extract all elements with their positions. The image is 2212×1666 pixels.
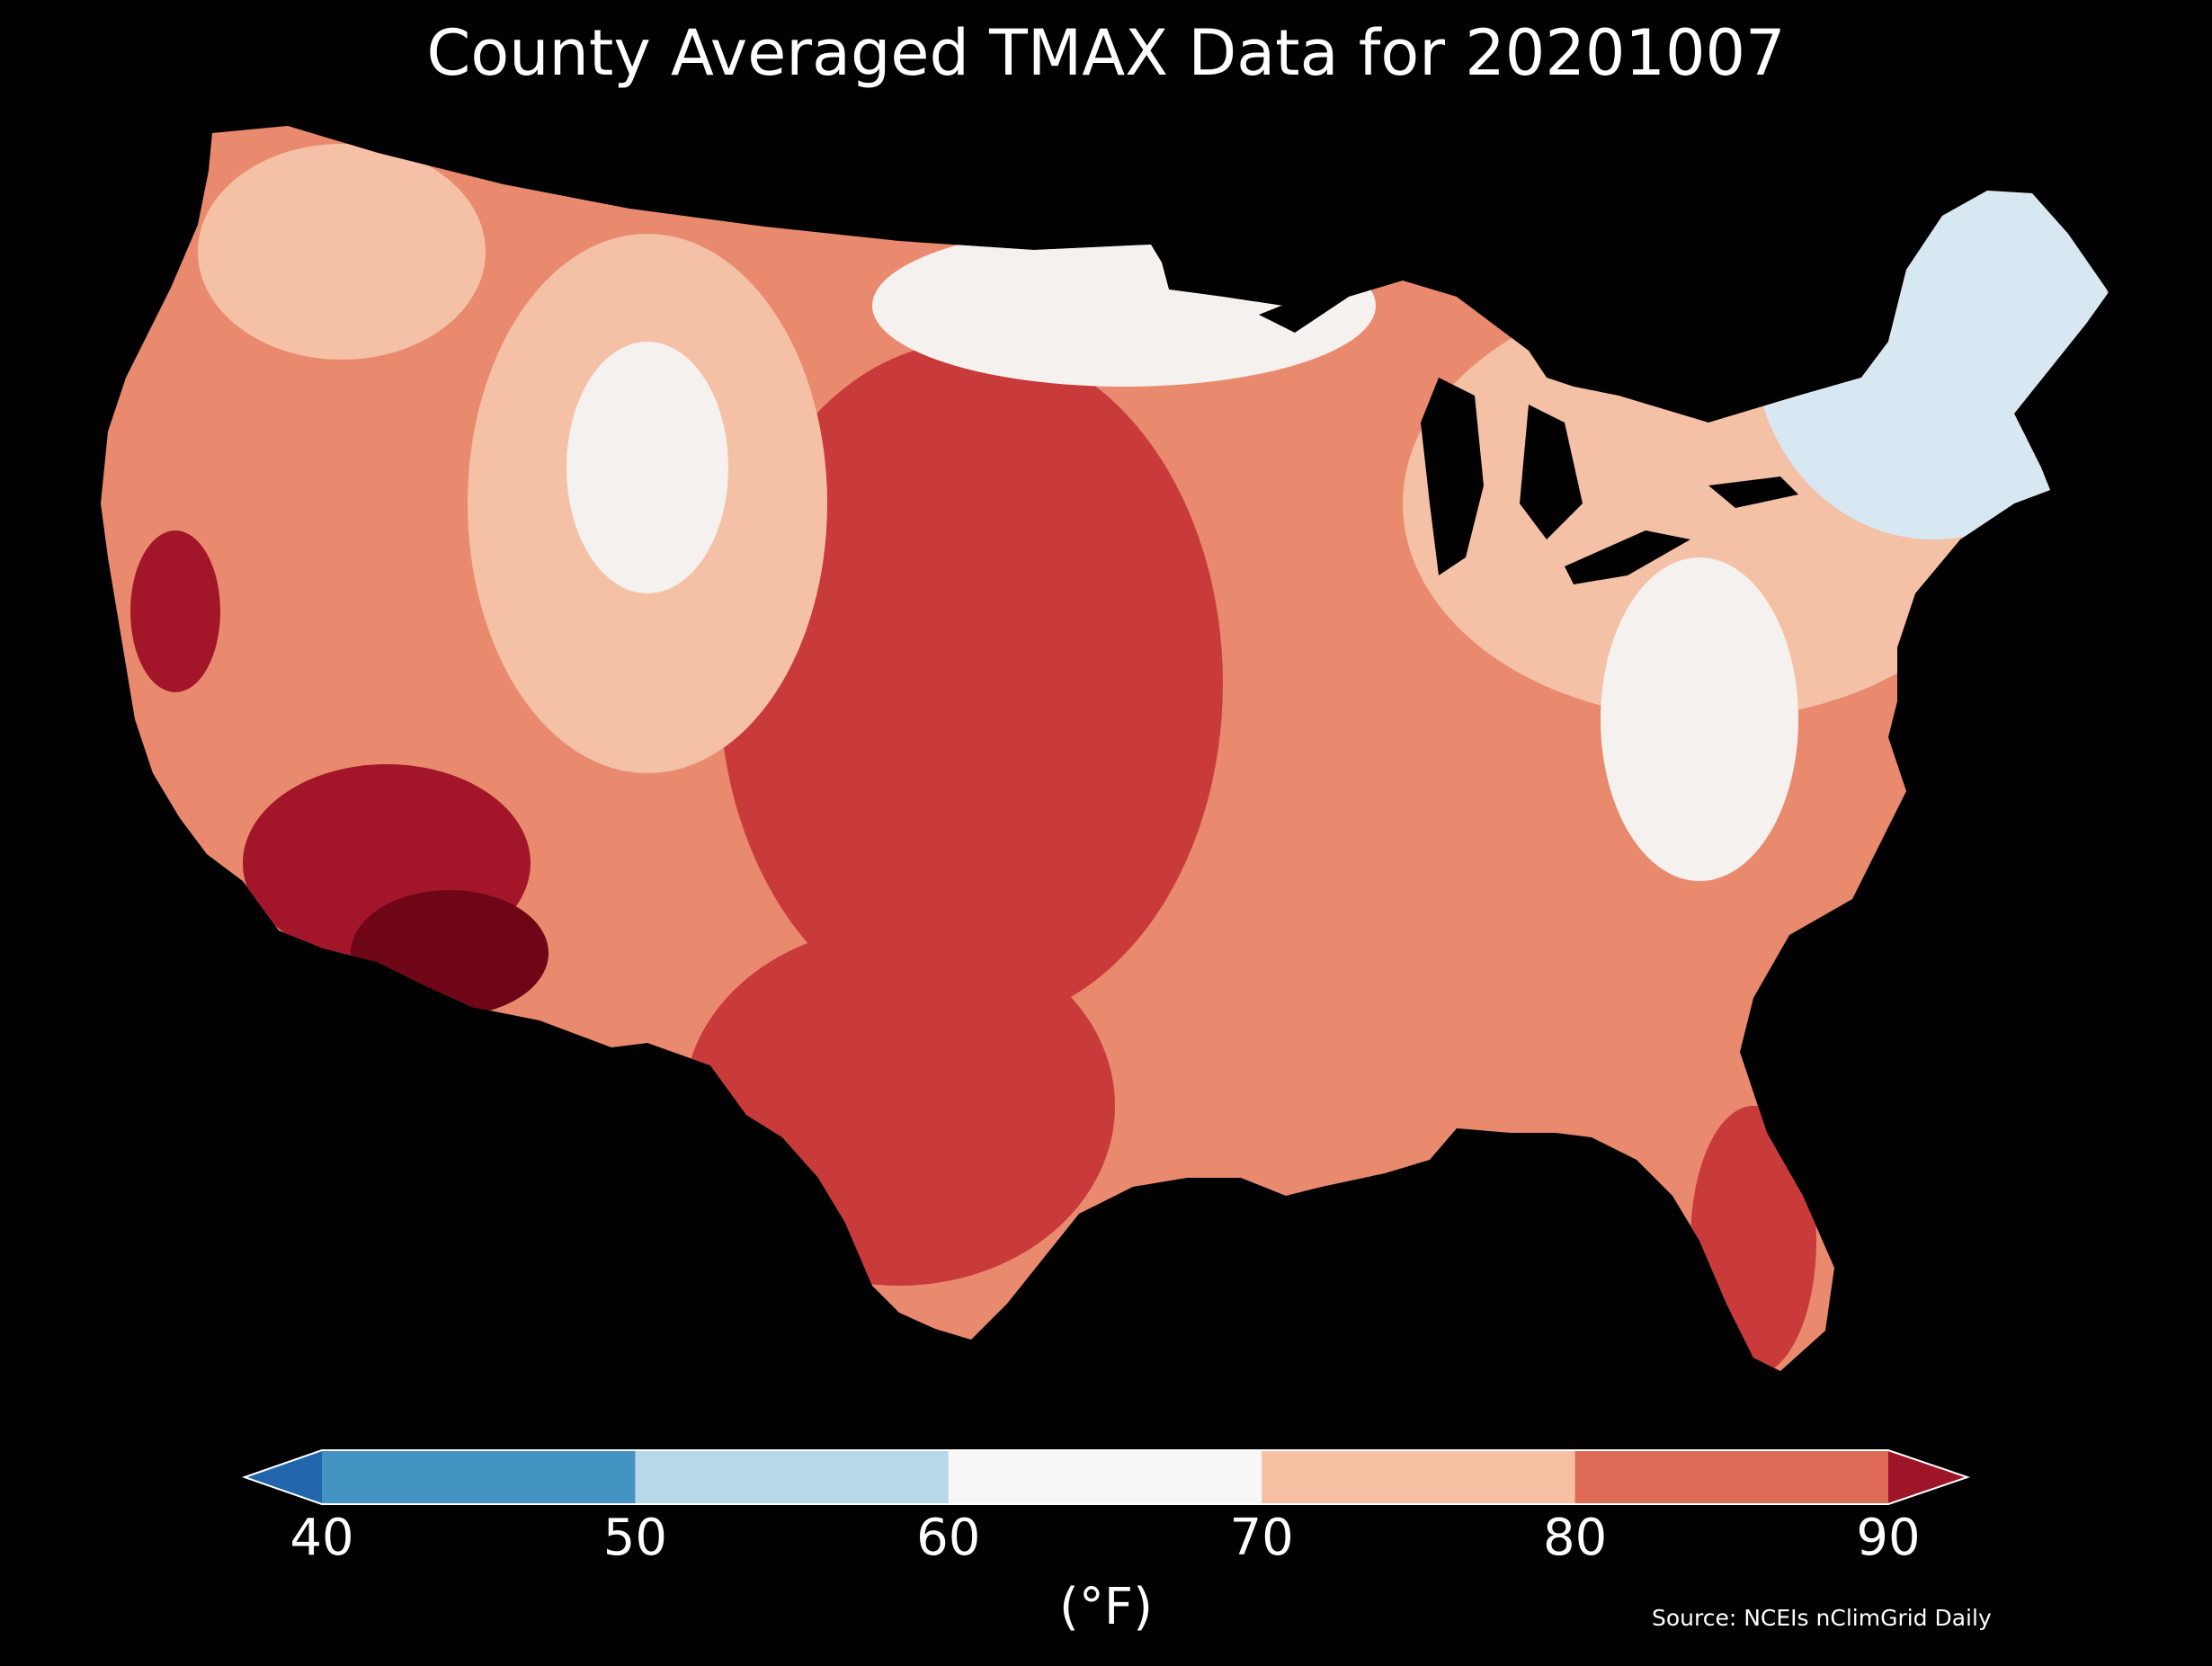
colorbar-outline — [241, 1449, 1971, 1505]
lake-erie — [1565, 530, 1690, 584]
colorbar-segment — [322, 1450, 636, 1504]
colorbar-unit-label: (°F) — [1059, 1578, 1153, 1636]
california-veryhot-region — [130, 530, 220, 692]
colorbar-segment — [948, 1450, 1262, 1504]
colorbar-tick: 70 — [1229, 1509, 1294, 1567]
colorbar-extend-low — [245, 1450, 322, 1504]
florida-hot-region — [1690, 1106, 1816, 1371]
lake-ontario — [1708, 477, 1798, 508]
arizona-extreme-region — [351, 890, 549, 1016]
rockies-neutral-region — [566, 342, 728, 593]
texas-hot-region — [683, 926, 1115, 1286]
plains-hot-region — [719, 342, 1223, 1025]
appalachian-neutral-region — [1601, 557, 1798, 881]
northwest-light-region — [198, 144, 486, 360]
lake-huron — [1520, 405, 1583, 539]
source-credit: Source: NCEIs nClimGrid Daily — [1652, 1605, 1992, 1631]
northeast-cool-region — [1753, 144, 2109, 539]
colorbar-tick: 90 — [1856, 1509, 1921, 1567]
lake-michigan — [1421, 378, 1484, 575]
colorbar-tick: 40 — [290, 1509, 354, 1567]
colorbar-segment — [1574, 1450, 1889, 1504]
colorbar-extend-high — [1888, 1450, 1967, 1504]
colorbar — [241, 1449, 1971, 1505]
map-title: County Averaged TMAX Data for 20201007 — [426, 16, 1786, 90]
colorbar-tick: 80 — [1542, 1509, 1608, 1567]
colorbar-tick: 50 — [602, 1509, 668, 1567]
lake-superior — [1259, 270, 1367, 333]
colorbar-tick: 60 — [916, 1509, 981, 1567]
colorbar-segment — [635, 1450, 950, 1504]
great-lakes — [1259, 270, 1798, 584]
colorbar-segment — [1262, 1450, 1576, 1504]
